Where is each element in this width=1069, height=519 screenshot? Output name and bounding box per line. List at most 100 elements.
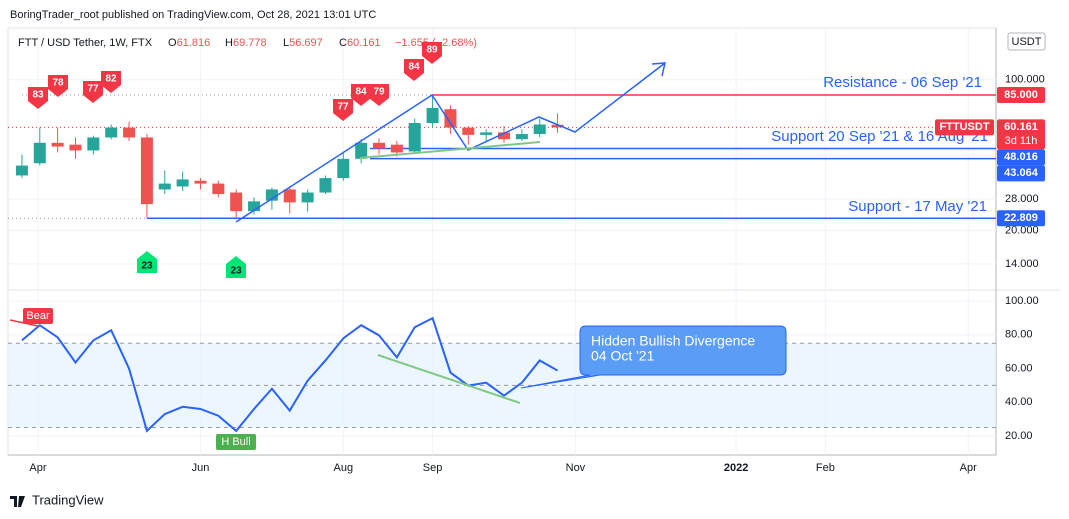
candle-body bbox=[373, 142, 386, 149]
candle-body bbox=[265, 189, 278, 201]
price-label: 85.000 bbox=[1004, 89, 1038, 101]
candle-body bbox=[158, 183, 171, 190]
pivot-label: 83 bbox=[32, 90, 44, 101]
candle-body bbox=[390, 144, 403, 153]
candle-body bbox=[480, 132, 493, 135]
candle-body bbox=[462, 127, 475, 135]
pivot-label: 84 bbox=[408, 62, 420, 73]
price-label-box bbox=[997, 86, 1045, 103]
pivot-tag bbox=[101, 71, 121, 93]
rsi-divergence-line bbox=[377, 354, 521, 404]
x-tick-label: Aug bbox=[334, 462, 354, 474]
price-label: 22.809 bbox=[1004, 212, 1038, 224]
pivot-label: 23 bbox=[230, 266, 242, 277]
candle-body bbox=[69, 144, 82, 151]
price-label-box bbox=[997, 119, 1045, 150]
symbol-title: FTT / USD Tether, 1W, FTX bbox=[18, 37, 153, 49]
candle-body bbox=[230, 192, 243, 212]
candle-body bbox=[444, 109, 457, 128]
x-tick-label: Apr bbox=[29, 462, 46, 474]
symbol-label-box bbox=[935, 119, 994, 136]
ohlc-item: L56.697 bbox=[283, 37, 323, 49]
candle-body bbox=[123, 127, 136, 138]
candle-body bbox=[408, 123, 421, 152]
symbol-label: FTTUSDT bbox=[939, 121, 989, 133]
rsi-pane: 20.00 40.00 60.00 80.00 100.00 bbox=[8, 295, 1039, 442]
pivot-tag bbox=[83, 81, 103, 103]
candle-body bbox=[176, 179, 189, 187]
candle-body bbox=[533, 124, 546, 135]
candle-body bbox=[551, 124, 564, 128]
signal-box bbox=[23, 308, 53, 324]
y-tick-label: 60.00 bbox=[1005, 362, 1033, 374]
candle-body bbox=[515, 134, 528, 140]
callout-line: 04 Oct '21 bbox=[591, 348, 655, 364]
y-tick-label: 14.000 bbox=[1005, 258, 1039, 270]
y-tick-label: 20.00 bbox=[1005, 430, 1033, 442]
y-tick-label: 100.000 bbox=[1005, 74, 1045, 86]
candle-body bbox=[426, 107, 439, 124]
candle-body bbox=[497, 132, 510, 140]
price-label-box bbox=[997, 165, 1045, 182]
ohlc-item: C60.161 bbox=[339, 37, 381, 49]
candle-body bbox=[105, 127, 118, 138]
pivot-tag bbox=[369, 84, 389, 106]
signal-label: Bear bbox=[26, 310, 50, 322]
candle-body bbox=[301, 192, 314, 203]
price-label-box bbox=[997, 210, 1045, 227]
candle-body bbox=[33, 142, 46, 164]
annotation: Resistance - 06 Sep '21 bbox=[823, 74, 982, 91]
publisher-line: BoringTrader_root published on TradingVi… bbox=[10, 9, 376, 21]
currency: USDT bbox=[1012, 36, 1042, 48]
x-tick-label: Sep bbox=[423, 462, 443, 474]
price-label: 43.064 bbox=[1004, 167, 1039, 179]
y-tick-label: 80.00 bbox=[1005, 329, 1033, 341]
annotation: Support 20 Sep '21 & 16 Aug '21 bbox=[771, 128, 988, 145]
logo-mark bbox=[10, 496, 25, 507]
y-tick-label: 40.00 bbox=[1005, 396, 1033, 408]
x-tick-label: Feb bbox=[816, 462, 835, 474]
candle-body bbox=[140, 137, 153, 205]
ohlc-item: O61.816 bbox=[168, 37, 210, 49]
ohlc-value: 69.778 bbox=[233, 37, 267, 49]
candle-body bbox=[337, 158, 350, 179]
y-tick-label: 100.00 bbox=[1005, 295, 1039, 307]
pivot-label: 77 bbox=[87, 84, 99, 95]
candle-body bbox=[319, 178, 332, 193]
candle-body bbox=[194, 180, 207, 184]
pivot-tag bbox=[404, 59, 424, 81]
candle-body bbox=[283, 189, 296, 203]
arrow-head bbox=[651, 62, 666, 77]
pivot-label: 78 bbox=[52, 78, 64, 89]
ohlc-key: O bbox=[168, 37, 177, 49]
signal-label: H Bull bbox=[221, 436, 250, 448]
candles bbox=[15, 94, 564, 219]
footer-text: TradingView bbox=[32, 492, 104, 507]
price-label: 48.016 bbox=[1004, 151, 1038, 163]
y-tick-label: 28.000 bbox=[1005, 193, 1039, 205]
pivot-tag bbox=[351, 84, 371, 106]
ohlc-value: 61.816 bbox=[177, 37, 211, 49]
price-label: 60.161 bbox=[1004, 121, 1038, 133]
candle-body bbox=[355, 142, 368, 159]
pivot-label: 84 bbox=[355, 87, 367, 98]
pivot-tag bbox=[226, 256, 246, 278]
ohlc-key: C bbox=[339, 37, 347, 49]
footer-logo: TradingView bbox=[10, 492, 104, 507]
candle-body bbox=[87, 137, 100, 151]
trend-drawing bbox=[235, 62, 666, 223]
ohlc-value: 56.697 bbox=[289, 37, 323, 49]
candle-body bbox=[248, 201, 261, 212]
ohlc-key: H bbox=[225, 37, 233, 49]
candle-body bbox=[212, 183, 225, 195]
pivot-tag bbox=[137, 251, 157, 273]
x-tick-label: Nov bbox=[566, 462, 586, 474]
pivot-label: 89 bbox=[426, 45, 438, 56]
markers: 83 78 77 82 77 84 79 84 89 23 23 Bear H Bull bbox=[23, 42, 442, 450]
rsi-band bbox=[8, 343, 996, 428]
annotation: Support - 17 May '21 bbox=[848, 198, 987, 215]
pivot-label: 77 bbox=[337, 102, 349, 113]
candle-body bbox=[15, 165, 28, 176]
